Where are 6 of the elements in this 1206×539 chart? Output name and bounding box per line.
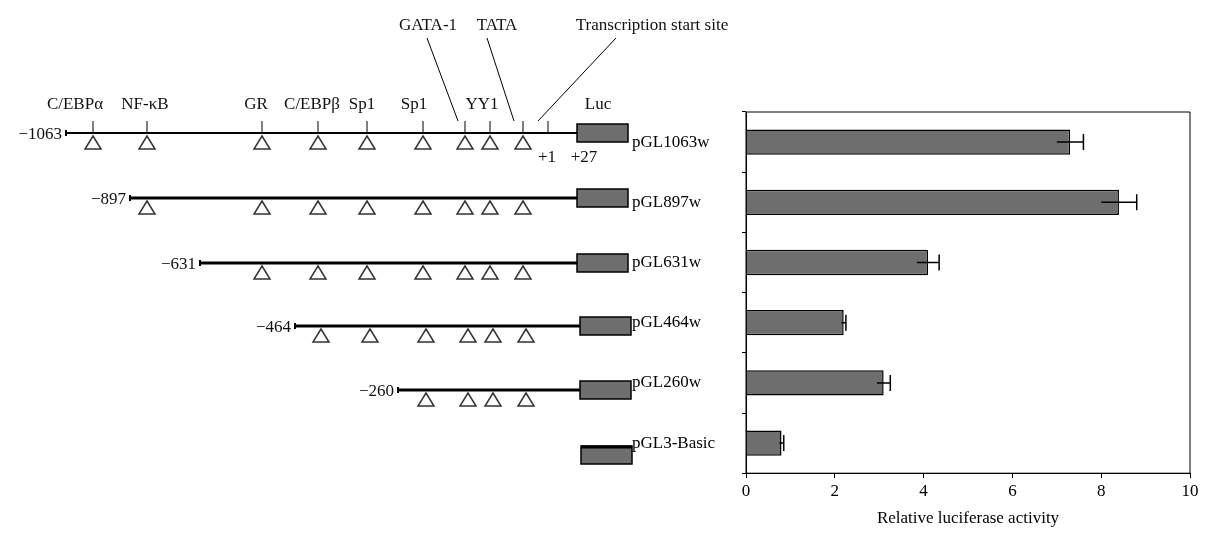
x-tick-label: 8 xyxy=(1096,480,1106,500)
x-tick-label: 4 xyxy=(919,480,929,500)
x-tick-label: 10 xyxy=(1181,480,1199,500)
x-tick-label: 2 xyxy=(830,480,840,500)
x-tick-label: 6 xyxy=(1008,480,1017,500)
x-axis-title: Relative luciferase activity xyxy=(876,508,1060,528)
